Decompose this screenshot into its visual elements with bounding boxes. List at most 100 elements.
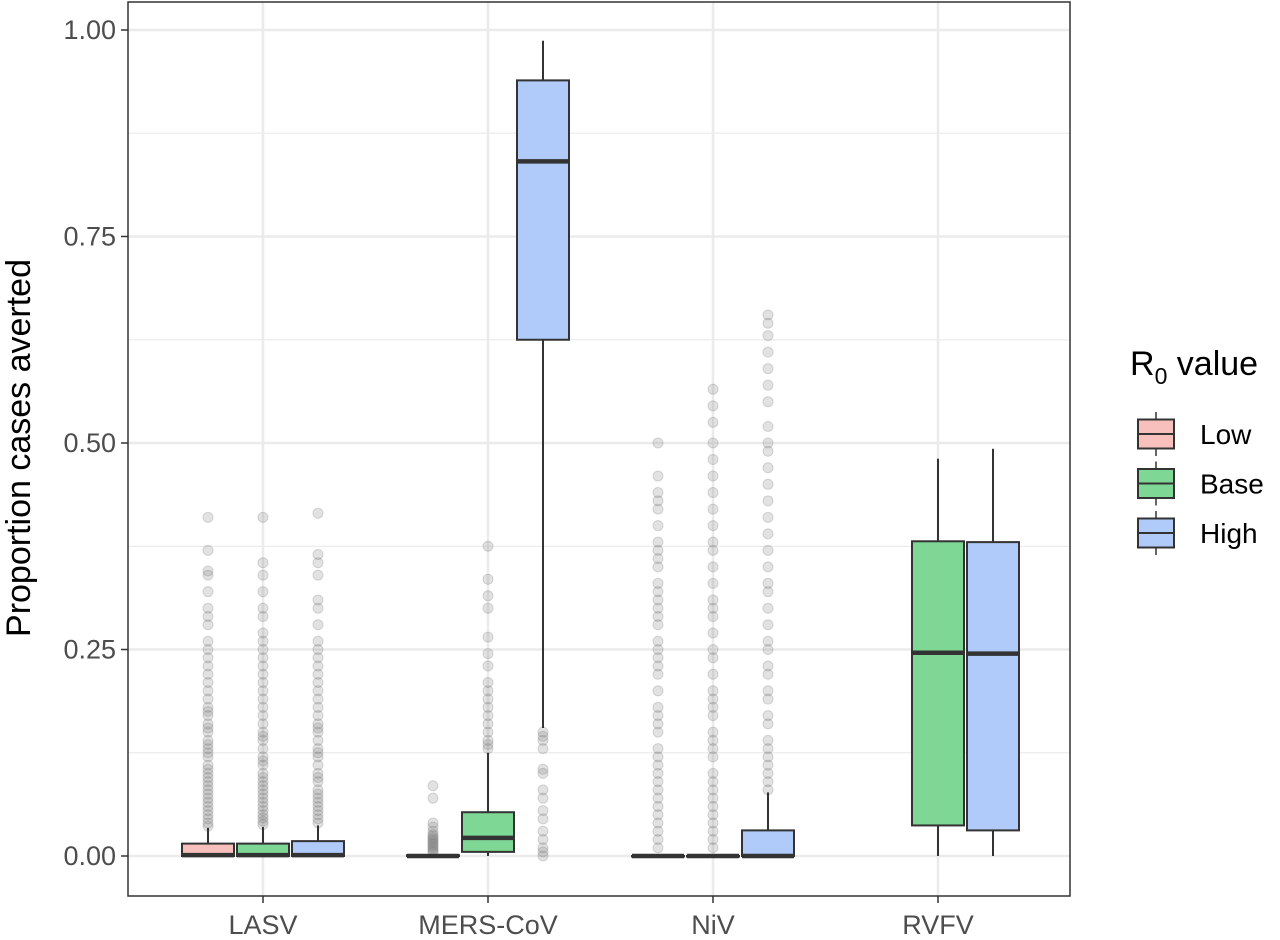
outlier-point <box>707 776 719 788</box>
outlier-point <box>707 726 719 738</box>
outlier-point <box>707 800 719 812</box>
outlier-point <box>762 619 774 631</box>
outlier-point <box>707 784 719 796</box>
outlier-point <box>257 569 269 581</box>
outlier-point <box>652 842 664 854</box>
outlier-point <box>707 400 719 412</box>
outlier-point <box>312 767 324 779</box>
outlier-point <box>202 701 214 713</box>
legend: R0 value Low Base High <box>1130 345 1264 555</box>
outlier-point <box>707 734 719 746</box>
outlier-point <box>652 800 664 812</box>
outlier-point <box>537 833 549 845</box>
outlier-point <box>202 602 214 614</box>
outlier-point <box>312 701 324 713</box>
box-high-niv <box>741 309 795 859</box>
outlier-point <box>257 685 269 697</box>
outlier-point <box>202 705 214 717</box>
outlier-point <box>257 726 269 738</box>
y-tick-label: 0.25 <box>63 635 116 665</box>
outlier-point <box>312 809 324 821</box>
legend-items: Low Base High <box>1137 412 1264 555</box>
outlier-point <box>537 730 549 742</box>
outlier-point <box>652 825 664 837</box>
box-iqr <box>461 811 515 853</box>
y-tick-label: 0.00 <box>63 841 116 871</box>
outlier-point <box>652 759 664 771</box>
box-low-niv <box>631 437 685 859</box>
outlier-point <box>202 544 214 556</box>
outlier-point <box>257 710 269 722</box>
outlier-point <box>202 718 214 730</box>
outlier-point <box>537 784 549 796</box>
outlier-point <box>312 759 324 771</box>
outlier-point <box>312 644 324 655</box>
outlier-point <box>427 838 439 850</box>
outlier-point <box>652 660 664 672</box>
y-tick-label: 0.50 <box>63 428 116 458</box>
outlier-point <box>427 833 439 845</box>
outlier-point <box>537 850 549 862</box>
outlier-point <box>762 767 774 779</box>
outlier-point <box>257 668 269 680</box>
outlier-point <box>762 685 774 697</box>
outlier-point <box>312 549 324 561</box>
outlier-point <box>257 652 269 664</box>
outlier-point <box>312 792 324 804</box>
outlier-point <box>652 544 664 556</box>
y-tick-label: 1.00 <box>63 15 116 45</box>
outlier-point <box>762 751 774 763</box>
outlier-point <box>762 693 774 705</box>
outlier-point <box>482 648 494 660</box>
plot-panel-border <box>127 1 1071 897</box>
outlier-point <box>537 726 549 738</box>
outlier-point <box>312 635 324 647</box>
outlier-point <box>312 677 324 689</box>
outlier-point <box>707 792 719 804</box>
outlier-point <box>707 454 719 466</box>
outlier-point <box>762 317 774 329</box>
outlier-point <box>257 602 269 614</box>
outlier-point <box>257 759 269 771</box>
legend-item-high: High <box>1137 511 1258 555</box>
grid-lines <box>128 2 1070 896</box>
outlier-point <box>202 772 214 784</box>
outlier-point <box>257 644 269 655</box>
outlier-point <box>707 710 719 722</box>
plot-marks <box>181 40 1020 862</box>
outlier-point <box>257 805 269 817</box>
outlier-point <box>482 631 494 643</box>
outlier-point <box>312 685 324 697</box>
outlier-point <box>707 751 719 763</box>
outlier-point <box>482 685 494 697</box>
outlier-point <box>652 577 664 589</box>
outlier-point <box>482 590 494 602</box>
outlier-point <box>652 792 664 804</box>
outlier-point <box>202 569 214 581</box>
outlier-point <box>202 805 214 817</box>
outlier-point <box>312 594 324 606</box>
outlier-point <box>482 660 494 672</box>
outlier-point <box>482 701 494 713</box>
outlier-point <box>537 805 549 817</box>
outlier-point <box>202 511 214 523</box>
legend-item-low: Low <box>1137 412 1252 456</box>
box-high-rvfv <box>966 448 1020 856</box>
outlier-point <box>202 751 214 763</box>
box-low-lasv <box>181 511 235 858</box>
outlier-point <box>257 815 269 827</box>
outlier-point <box>762 718 774 730</box>
outlier-point <box>202 809 214 821</box>
outlier-point <box>762 635 774 647</box>
outlier-point <box>312 668 324 680</box>
outlier-point <box>427 832 439 844</box>
outlier-point <box>482 738 494 750</box>
legend-label: Base <box>1200 469 1264 500</box>
outlier-point <box>482 726 494 738</box>
outlier-point <box>482 718 494 730</box>
outlier-point <box>257 677 269 689</box>
y-tick-label: 0.75 <box>63 222 116 252</box>
outlier-point <box>202 813 214 825</box>
outlier-point <box>257 730 269 742</box>
outlier-point <box>257 776 269 788</box>
